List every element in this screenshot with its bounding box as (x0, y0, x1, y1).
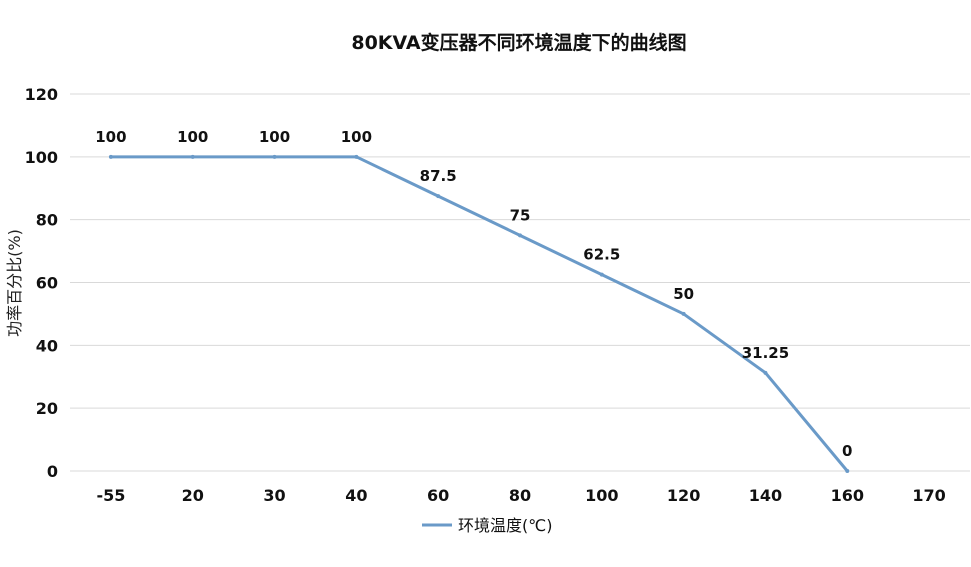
y-axis-title: 功率百分比(%) (5, 229, 24, 337)
data-label: 50 (673, 285, 694, 303)
chart-title: 80KVA变压器不同环境温度下的曲线图 (351, 31, 686, 54)
data-label: 31.25 (742, 344, 789, 362)
x-tick-label: 20 (182, 486, 204, 505)
y-tick-label: 60 (36, 274, 58, 293)
data-label: 87.5 (420, 167, 457, 185)
data-label: 100 (341, 128, 372, 146)
data-point (190, 154, 195, 159)
data-label: 100 (95, 128, 126, 146)
x-tick-label: 60 (427, 486, 449, 505)
y-tick-label: 40 (36, 336, 58, 355)
data-label: 100 (259, 128, 290, 146)
x-tick-label: 170 (912, 486, 945, 505)
y-tick-label: 120 (25, 85, 58, 104)
legend: 环境温度(℃) (422, 516, 552, 535)
y-tick-label: 0 (47, 462, 58, 481)
x-tick-label: -55 (96, 486, 125, 505)
y-tick-label: 80 (36, 211, 58, 230)
gridlines (70, 93, 970, 472)
data-point (354, 154, 359, 159)
x-axis-ticks: -55 20 30 40 60 80 100 120 140 160 170 (96, 486, 945, 505)
data-point (272, 154, 277, 159)
data-labels: 100 100 100 100 87.5 75 62.5 50 31.25 0 (95, 128, 852, 460)
x-tick-label: 140 (749, 486, 782, 505)
series-line (110, 155, 849, 472)
legend-label: 环境温度(℃) (458, 516, 552, 535)
y-axis-ticks: 0 20 40 60 80 100 120 (25, 85, 58, 481)
data-point (436, 194, 441, 199)
data-point (845, 469, 850, 473)
x-tick-label: 30 (263, 486, 285, 505)
data-point (108, 154, 113, 159)
data-label: 75 (510, 206, 531, 224)
data-label: 0 (842, 442, 852, 460)
data-point (681, 311, 686, 316)
x-tick-label: 40 (345, 486, 367, 505)
x-tick-label: 100 (585, 486, 618, 505)
plot-area (108, 154, 850, 473)
data-point (518, 233, 522, 238)
y-tick-label: 100 (25, 148, 58, 167)
x-tick-label: 160 (831, 486, 864, 505)
x-tick-label: 80 (509, 486, 531, 505)
data-label: 62.5 (583, 246, 620, 264)
data-point (763, 370, 768, 375)
data-label: 100 (177, 128, 208, 146)
y-tick-label: 20 (36, 399, 58, 418)
data-point (599, 272, 604, 277)
x-tick-label: 120 (667, 486, 700, 505)
